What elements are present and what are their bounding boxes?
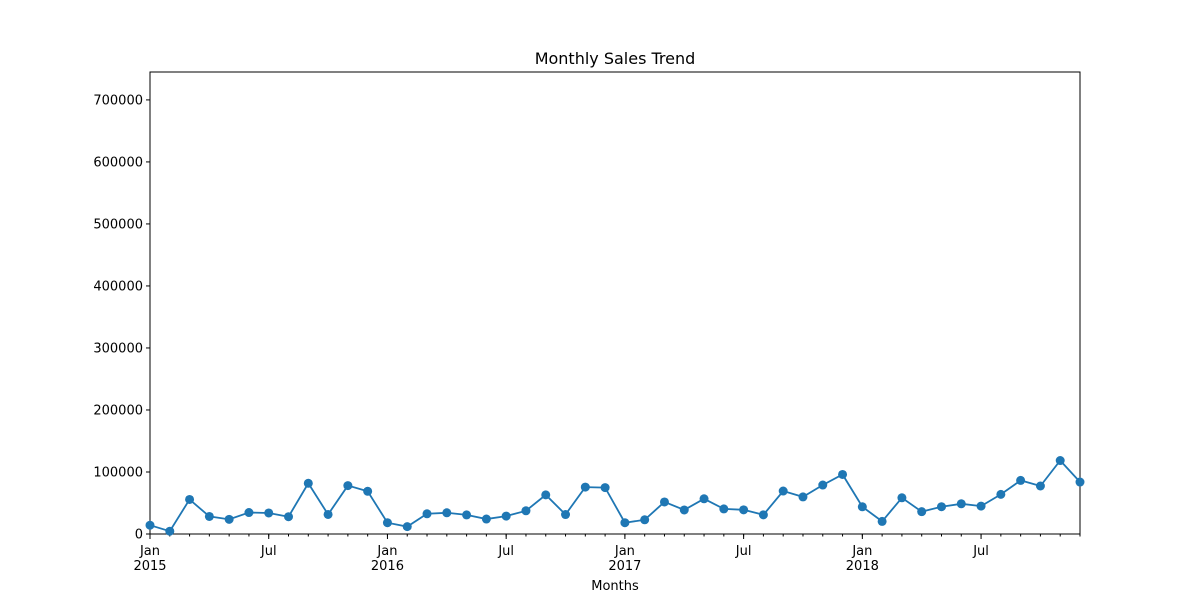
data-point: [936, 502, 946, 512]
data-point: [303, 478, 313, 488]
data-point: [165, 526, 175, 536]
x-tick-year-label: 2016: [371, 559, 404, 574]
data-point: [323, 509, 333, 519]
data-point: [343, 481, 353, 491]
data-point: [679, 505, 689, 515]
data-point: [462, 510, 472, 520]
chart-title: Monthly Sales Trend: [535, 49, 696, 68]
y-tick-label: 600000: [93, 155, 143, 170]
data-point: [758, 510, 768, 520]
x-tick-label: Jan: [851, 544, 872, 559]
x-tick-year-label: 2017: [608, 559, 641, 574]
data-point: [501, 511, 511, 521]
data-point: [402, 522, 412, 532]
x-tick-year-label: 2015: [133, 559, 166, 574]
data-point: [185, 494, 195, 504]
data-point: [838, 469, 848, 479]
data-point: [897, 493, 907, 503]
data-point: [284, 512, 294, 522]
data-point: [382, 518, 392, 528]
y-tick-label: 500000: [93, 217, 143, 232]
y-tick-label: 700000: [93, 93, 143, 108]
data-point: [580, 482, 590, 492]
x-tick-label: Jul: [497, 544, 514, 559]
data-point: [600, 483, 610, 493]
x-tick-year-label: 2018: [846, 559, 879, 574]
data-point: [778, 486, 788, 496]
data-point: [699, 494, 709, 504]
x-tick-label: Jan: [614, 544, 635, 559]
data-point: [976, 501, 986, 511]
data-point: [363, 486, 373, 496]
plot-area: 0 100000 200000 300000 400000 500000 600000 700…: [93, 71, 1085, 574]
y-tick-label: 0: [135, 528, 143, 543]
data-point: [561, 510, 571, 520]
data-point: [818, 480, 828, 490]
data-point: [877, 516, 887, 526]
plot-frame: [149, 71, 1081, 535]
x-tick-label: Jan: [139, 544, 160, 559]
x-tick-label: Jul: [735, 544, 752, 559]
data-point: [1035, 481, 1045, 491]
data-point: [145, 520, 155, 530]
data-point: [1016, 475, 1026, 485]
data-point: [521, 506, 531, 516]
y-tick-label: 100000: [93, 465, 143, 480]
data-point: [917, 507, 927, 517]
y-tick-label: 400000: [93, 279, 143, 294]
data-point: [739, 505, 749, 515]
x-tick-label: Jul: [972, 544, 989, 559]
data-point: [1055, 456, 1065, 466]
data-point: [719, 504, 729, 514]
data-point: [996, 489, 1006, 499]
data-point: [857, 502, 867, 512]
y-tick-label: 200000: [93, 403, 143, 418]
data-point: [442, 508, 452, 518]
data-point: [224, 514, 234, 524]
data-point: [422, 509, 432, 519]
data-point: [204, 511, 214, 521]
data-point: [541, 490, 551, 500]
data-point: [620, 518, 630, 528]
data-point: [798, 492, 808, 502]
data-point: [1075, 477, 1085, 487]
data-point: [481, 514, 491, 524]
x-tick-label: Jul: [260, 544, 277, 559]
x-axis-label: Months: [591, 579, 639, 594]
data-point: [244, 508, 254, 518]
data-point: [264, 508, 274, 518]
data-point: [640, 515, 650, 525]
x-tick-label: Jan: [376, 544, 397, 559]
data-point: [956, 499, 966, 509]
data-point: [659, 497, 669, 507]
y-tick-label: 300000: [93, 341, 143, 356]
